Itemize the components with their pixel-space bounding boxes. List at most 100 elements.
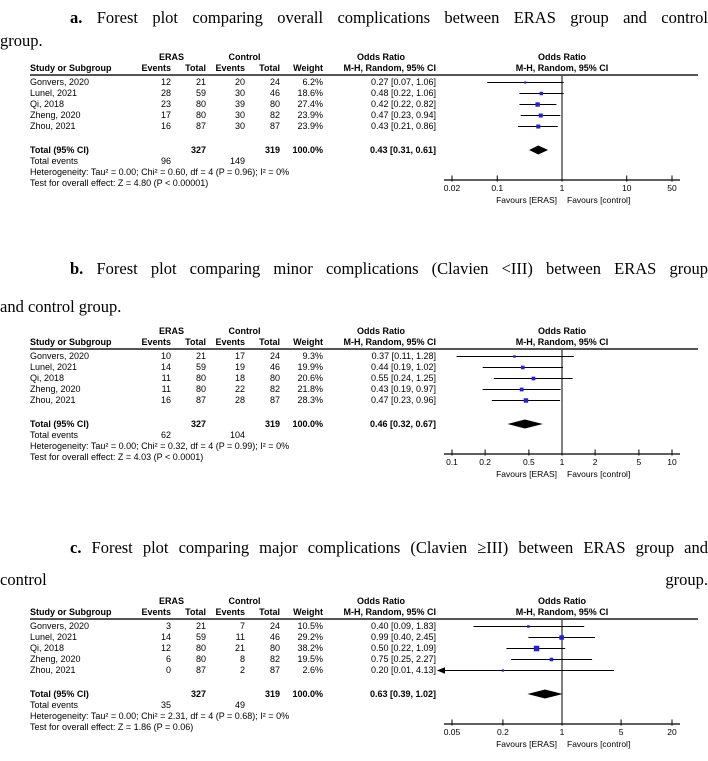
empty-cell xyxy=(209,688,245,700)
control-events-value: 17 xyxy=(234,351,245,361)
header-rule xyxy=(30,618,698,620)
eras-events-value: 6 xyxy=(165,654,171,664)
control-events-value: 39 xyxy=(234,99,245,109)
control-events-value: 30 xyxy=(234,121,245,131)
effect-square xyxy=(527,625,530,628)
caption-line-1: a. Forest plot comparing overall complic… xyxy=(0,6,708,29)
odds-ratio-header: Odds Ratio xyxy=(356,52,405,62)
forest-plot: ERAS Control Odds Ratio Study or Subgrou… xyxy=(0,52,708,214)
table-header-columns: Study or Subgroup Events Total Events To… xyxy=(0,607,436,618)
effect-square xyxy=(523,398,529,403)
study-name: Lunel, 2021 xyxy=(30,632,78,642)
heterogeneity-text: Heterogeneity: Tau² = 0.00; Chi² = 2.31,… xyxy=(30,711,290,721)
eras-total-value: 80 xyxy=(195,110,206,120)
axis-tick-label: 1 xyxy=(560,183,565,193)
col-study-header: Study or Subgroup xyxy=(30,337,112,347)
study-name: Zhou, 2021 xyxy=(30,395,76,405)
odds-ratio-ci-value: 0.47 [0.23, 0.94] xyxy=(370,110,436,120)
table-body: Gonvers, 2020 10 21 17 24 9.3% 0.37 [0.11, 1.2… xyxy=(0,351,436,463)
odds-ratio-ci-value: 0.43 [0.21, 0.86] xyxy=(370,121,436,131)
total-control-n: 319 xyxy=(264,419,280,429)
control-total-value: 46 xyxy=(269,632,280,642)
odds-ratio-ci-value: 0.75 [0.25, 2.27] xyxy=(370,654,436,664)
control-total-value: 24 xyxy=(269,351,280,361)
caption-text-left: and control group. xyxy=(0,297,122,316)
control-total-value: 80 xyxy=(269,99,280,109)
axis-tick-label: 5 xyxy=(619,727,624,737)
effect-square xyxy=(501,669,505,672)
weight-value: 21.8% xyxy=(297,384,323,394)
control-total-value: 80 xyxy=(269,643,280,653)
col-control-total-header: Total xyxy=(259,63,280,73)
heterogeneity-text: Heterogeneity: Tau² = 0.00; Chi² = 0.60,… xyxy=(30,167,290,177)
effect-square xyxy=(531,376,536,381)
odds-ratio-ci-value: 0.47 [0.23, 0.96] xyxy=(370,395,436,405)
table-body: Gonvers, 2020 3 21 7 24 10.5% 0.40 [0.09, 1.83… xyxy=(0,621,436,733)
effect-square xyxy=(519,387,524,392)
odds-ratio-header: Odds Ratio xyxy=(356,596,405,606)
favours-left-label: Favours [ERAS] xyxy=(496,469,557,479)
total-events-label: Total events xyxy=(30,156,79,166)
odds-ratio-ci-value: 0.37 [0.11, 1.28] xyxy=(371,351,436,361)
axis-tick-label: 2 xyxy=(593,457,598,467)
control-events-value: 7 xyxy=(239,621,245,631)
weight-value: 20.6% xyxy=(297,373,323,383)
weight-value: 19.5% xyxy=(297,654,323,664)
study-row: Lunel, 2021 14 59 11 46 29.2% 0.99 [0.40, 2.45… xyxy=(0,632,436,643)
heterogeneity-row: Heterogeneity: Tau² = 0.00; Chi² = 2.31,… xyxy=(0,711,436,722)
eras-group-header: ERAS xyxy=(158,52,184,62)
panel-caption: b. Forest plot comparing minor complicat… xyxy=(0,250,708,326)
forest-plot-canvas: 0.1 0.2 0.5 1 2 5 10 Favours [ERAS] Favours [con… xyxy=(444,350,680,479)
caption-line-1: b. Forest plot comparing minor complicat… xyxy=(0,250,708,288)
header-rule xyxy=(30,74,698,76)
caption-text: Forest plot comparing overall complicati… xyxy=(82,8,708,27)
total-events-control: 104 xyxy=(229,430,245,440)
axis-tick-label: 20 xyxy=(667,727,677,737)
overall-effect-text: Test for overall effect: Z = 4.03 (P < 0… xyxy=(30,452,204,462)
eras-events-value: 14 xyxy=(160,632,171,642)
weight-value: 38.2% xyxy=(297,643,323,653)
forest-plot-canvas: 0.02 0.1 1 10 50 Favours [ERAS] Favours [contr… xyxy=(444,76,680,205)
forest-plot: ERAS Control Odds Ratio Study or Subgrou… xyxy=(0,596,708,758)
col-eras-total-header: Total xyxy=(185,63,206,73)
effect-square xyxy=(536,124,541,129)
weight-value: 19.9% xyxy=(297,362,323,372)
eras-events-value: 16 xyxy=(160,121,171,131)
table-header-groups: ERAS Control Odds Ratio xyxy=(0,52,436,63)
plot-odds-ratio-header: Odds Ratio xyxy=(537,326,586,336)
effect-square xyxy=(513,355,516,358)
plot-header: Odds Ratio M-H, Random, 95% CI xyxy=(436,596,688,618)
odds-ratio-ci-value: 0.27 [0.07, 1.06] xyxy=(370,77,436,87)
plot-header: Odds Ratio M-H, Random, 95% CI xyxy=(436,52,688,74)
total-events-row: Total events 96 149 xyxy=(0,156,436,167)
col-ci-header: M-H, Random, 95% CI xyxy=(343,607,436,617)
overall-effect-row: Test for overall effect: Z = 4.80 (P < 0… xyxy=(0,178,436,189)
odds-ratio-ci-value: 0.42 [0.22, 0.82] xyxy=(370,99,436,109)
empty-cell xyxy=(174,156,206,167)
axis-tick-label: 10 xyxy=(667,457,677,467)
total-diamond xyxy=(527,689,563,699)
heterogeneity-row: Heterogeneity: Tau² = 0.00; Chi² = 0.60,… xyxy=(0,167,436,178)
total-events-label: Total events xyxy=(30,430,79,440)
col-eras-total-header: Total xyxy=(185,607,206,617)
odds-ratio-ci-value: 0.43 [0.19, 0.97] xyxy=(370,384,436,394)
forest-table: ERAS Control Odds Ratio Study or Subgrou… xyxy=(0,326,436,463)
total-row: Total (95% CI) 327 319 100.0% 0.43 [0.31, 0.… xyxy=(0,144,436,156)
col-ci-header: M-H, Random, 95% CI xyxy=(343,63,436,73)
eras-events-value: 11 xyxy=(161,373,171,383)
empty-cell xyxy=(137,418,171,430)
col-study-header: Study or Subgroup xyxy=(30,63,112,73)
control-total-value: 46 xyxy=(269,88,280,98)
study-row: Qi, 2018 12 80 21 80 38.2% 0.50 [0.22, 1.09] xyxy=(0,643,436,654)
table-header-groups: ERAS Control Odds Ratio xyxy=(0,326,436,337)
row-spacer xyxy=(0,676,436,688)
weight-value: 28.3% xyxy=(297,395,323,405)
overall-effect-row: Test for overall effect: Z = 1.86 (P = 0… xyxy=(0,722,436,733)
header-rule xyxy=(30,348,698,350)
study-row: Zhou, 2021 0 87 2 87 2.6% 0.20 [0.01, 4.13] xyxy=(0,665,436,676)
eras-events-value: 3 xyxy=(165,621,171,631)
control-total-value: 82 xyxy=(269,110,280,120)
study-name: Gonvers, 2020 xyxy=(30,77,90,87)
caption-text: Forest plot comparing major complication… xyxy=(81,538,708,557)
col-control-events-header: Events xyxy=(215,337,245,347)
